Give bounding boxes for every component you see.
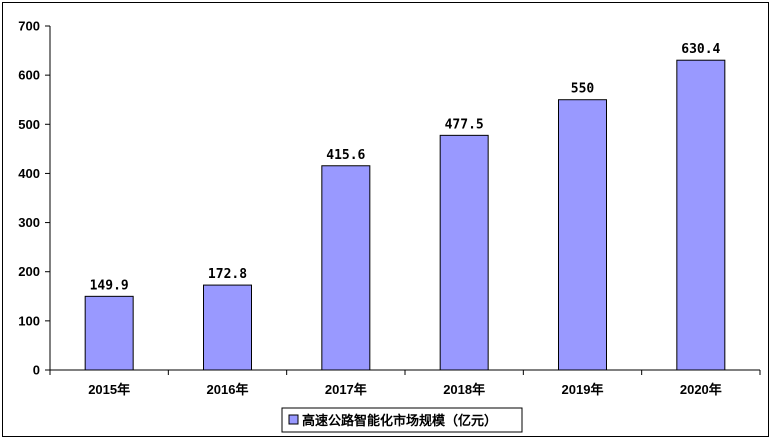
bar-value-label: 172.8 [208,267,247,282]
x-tick-label: 2018年 [443,382,485,397]
y-tick-label: 100 [18,313,40,328]
bar-value-label: 630.4 [681,42,720,57]
y-tick-label: 700 [18,19,40,34]
bar [439,134,489,371]
x-axis-ticks: 2015年 2016年 2017年 2018年 2019年 2020年 [49,370,761,397]
bar-value-label: 477.5 [445,117,484,132]
legend-label: 高速公路智能化市场规模（亿元） [302,413,497,429]
y-tick-label: 400 [18,166,40,181]
x-tick-label: 2017年 [325,382,367,397]
data-labels-group: 149.9 172.8 415.6 477.5 550 630.4 [90,42,721,293]
y-axis-ticks: 0 100 200 300 400 500 600 700 [18,19,50,378]
x-tick-label: 2015年 [88,382,130,397]
legend: 高速公路智能化市场规模（亿元） [281,407,523,433]
bar [321,165,371,371]
bar-value-label: 415.6 [326,148,365,163]
x-tick-label: 2020年 [680,382,722,397]
bar [558,99,607,371]
legend-swatch [288,414,299,425]
bar [676,59,726,371]
legend-box [281,407,523,433]
bars-group [84,59,726,371]
y-tick-label: 500 [18,117,40,132]
y-tick-label: 0 [33,363,40,378]
bar [203,284,252,371]
bar-value-label: 149.9 [90,278,129,293]
y-tick-label: 600 [18,68,40,83]
x-tick-label: 2019年 [562,382,604,397]
y-tick-label: 300 [18,215,40,230]
bar-value-label: 550 [571,82,595,97]
y-tick-label: 200 [18,264,40,279]
bar [84,295,134,371]
x-tick-label: 2016年 [207,382,249,397]
